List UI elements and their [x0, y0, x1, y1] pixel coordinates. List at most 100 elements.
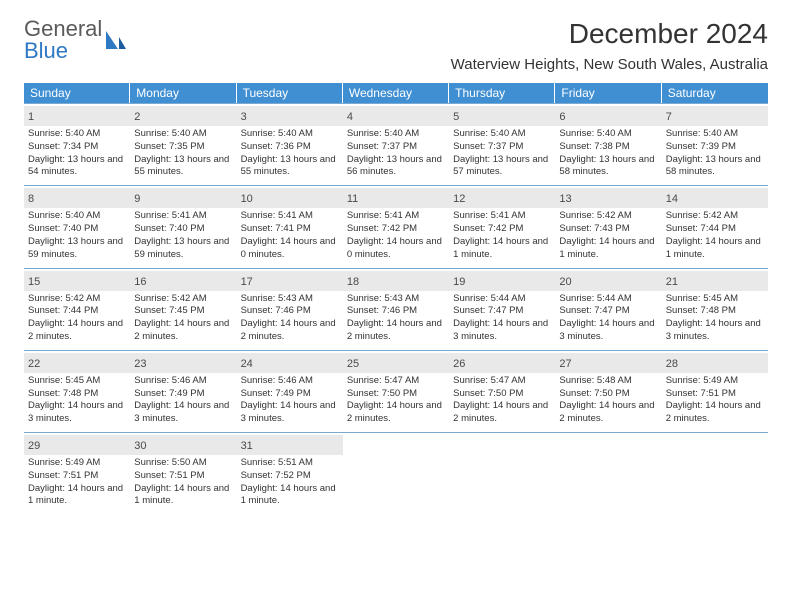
day-number-bar: 19 — [449, 271, 555, 291]
day-cell: 30Sunrise: 5:50 AMSunset: 7:51 PMDayligh… — [130, 432, 236, 514]
sunset-text: Sunset: 7:44 PM — [666, 223, 764, 236]
sunset-text: Sunset: 7:39 PM — [666, 141, 764, 154]
logo: General Blue — [24, 18, 128, 62]
day-number-bar: 7 — [662, 106, 768, 126]
day-cell: 2Sunrise: 5:40 AMSunset: 7:35 PMDaylight… — [130, 103, 236, 185]
day-cell: 3Sunrise: 5:40 AMSunset: 7:36 PMDaylight… — [237, 103, 343, 185]
sunrise-text: Sunrise: 5:41 AM — [347, 210, 445, 223]
sunrise-text: Sunrise: 5:46 AM — [241, 375, 339, 388]
daylight-text: Daylight: 14 hours and 1 minute. — [666, 236, 764, 262]
daylight-text: Daylight: 14 hours and 0 minutes. — [347, 236, 445, 262]
day-number: 24 — [241, 358, 253, 370]
sunrise-text: Sunrise: 5:44 AM — [453, 293, 551, 306]
day-number-bar: 31 — [237, 435, 343, 455]
day-number-bar: 20 — [555, 271, 661, 291]
sunrise-text: Sunrise: 5:41 AM — [241, 210, 339, 223]
sunrise-text: Sunrise: 5:40 AM — [28, 210, 126, 223]
day-number-bar: 5 — [449, 106, 555, 126]
sunrise-text: Sunrise: 5:42 AM — [666, 210, 764, 223]
day-cell: 24Sunrise: 5:46 AMSunset: 7:49 PMDayligh… — [237, 350, 343, 432]
day-number: 15 — [28, 276, 40, 288]
sunrise-text: Sunrise: 5:40 AM — [241, 128, 339, 141]
day-number-bar: 3 — [237, 106, 343, 126]
daylight-text: Daylight: 14 hours and 1 minute. — [134, 483, 232, 509]
daylight-text: Daylight: 14 hours and 1 minute. — [559, 236, 657, 262]
day-number-bar: 24 — [237, 353, 343, 373]
day-number-bar: 26 — [449, 353, 555, 373]
daylight-text: Daylight: 13 hours and 59 minutes. — [134, 236, 232, 262]
day-cell: 4Sunrise: 5:40 AMSunset: 7:37 PMDaylight… — [343, 103, 449, 185]
week-row: 8Sunrise: 5:40 AMSunset: 7:40 PMDaylight… — [24, 185, 768, 267]
day-number-bar: 14 — [662, 188, 768, 208]
sunset-text: Sunset: 7:38 PM — [559, 141, 657, 154]
sunset-text: Sunset: 7:40 PM — [134, 223, 232, 236]
daylight-text: Daylight: 14 hours and 3 minutes. — [134, 400, 232, 426]
weekday-header: Wednesday — [343, 83, 449, 103]
day-cell: 1Sunrise: 5:40 AMSunset: 7:34 PMDaylight… — [24, 103, 130, 185]
daylight-text: Daylight: 13 hours and 59 minutes. — [28, 236, 126, 262]
sunrise-text: Sunrise: 5:47 AM — [347, 375, 445, 388]
day-number-bar: 9 — [130, 188, 236, 208]
sunset-text: Sunset: 7:47 PM — [453, 305, 551, 318]
weekday-header: Tuesday — [237, 83, 343, 103]
day-number: 18 — [347, 276, 359, 288]
sunset-text: Sunset: 7:48 PM — [666, 305, 764, 318]
sunset-text: Sunset: 7:51 PM — [28, 470, 126, 483]
page-title: December 2024 — [451, 18, 768, 50]
day-number-bar: 21 — [662, 271, 768, 291]
sunrise-text: Sunrise: 5:40 AM — [666, 128, 764, 141]
day-number: 22 — [28, 358, 40, 370]
day-number-bar: 8 — [24, 188, 130, 208]
day-number: 25 — [347, 358, 359, 370]
sunrise-text: Sunrise: 5:48 AM — [559, 375, 657, 388]
weekday-header: Monday — [130, 83, 236, 103]
sunrise-text: Sunrise: 5:42 AM — [559, 210, 657, 223]
day-number: 5 — [453, 111, 459, 123]
day-number-bar: 25 — [343, 353, 449, 373]
sunrise-text: Sunrise: 5:43 AM — [347, 293, 445, 306]
daylight-text: Daylight: 13 hours and 56 minutes. — [347, 154, 445, 180]
day-cell: 23Sunrise: 5:46 AMSunset: 7:49 PMDayligh… — [130, 350, 236, 432]
sunset-text: Sunset: 7:41 PM — [241, 223, 339, 236]
week-row: 22Sunrise: 5:45 AMSunset: 7:48 PMDayligh… — [24, 350, 768, 432]
sunrise-text: Sunrise: 5:40 AM — [347, 128, 445, 141]
weekday-header: Friday — [555, 83, 661, 103]
day-number-bar: 28 — [662, 353, 768, 373]
logo-sail-icon — [104, 29, 128, 51]
week-row: 1Sunrise: 5:40 AMSunset: 7:34 PMDaylight… — [24, 103, 768, 185]
day-cell: 8Sunrise: 5:40 AMSunset: 7:40 PMDaylight… — [24, 185, 130, 267]
day-cell: 29Sunrise: 5:49 AMSunset: 7:51 PMDayligh… — [24, 432, 130, 514]
sunrise-text: Sunrise: 5:45 AM — [28, 375, 126, 388]
day-number: 21 — [666, 276, 678, 288]
sunrise-text: Sunrise: 5:51 AM — [241, 457, 339, 470]
day-cell: 22Sunrise: 5:45 AMSunset: 7:48 PMDayligh… — [24, 350, 130, 432]
day-cell: 27Sunrise: 5:48 AMSunset: 7:50 PMDayligh… — [555, 350, 661, 432]
day-number: 12 — [453, 193, 465, 205]
sunset-text: Sunset: 7:51 PM — [666, 388, 764, 401]
daylight-text: Daylight: 13 hours and 55 minutes. — [134, 154, 232, 180]
day-number: 19 — [453, 276, 465, 288]
empty-cell — [343, 432, 449, 514]
daylight-text: Daylight: 14 hours and 2 minutes. — [134, 318, 232, 344]
daylight-text: Daylight: 13 hours and 58 minutes. — [559, 154, 657, 180]
sunset-text: Sunset: 7:49 PM — [241, 388, 339, 401]
day-number: 9 — [134, 193, 140, 205]
day-number-bar: 22 — [24, 353, 130, 373]
day-number: 2 — [134, 111, 140, 123]
day-cell: 13Sunrise: 5:42 AMSunset: 7:43 PMDayligh… — [555, 185, 661, 267]
day-number: 28 — [666, 358, 678, 370]
day-number: 31 — [241, 440, 253, 452]
daylight-text: Daylight: 14 hours and 1 minute. — [241, 483, 339, 509]
sunset-text: Sunset: 7:35 PM — [134, 141, 232, 154]
daylight-text: Daylight: 13 hours and 58 minutes. — [666, 154, 764, 180]
day-cell: 5Sunrise: 5:40 AMSunset: 7:37 PMDaylight… — [449, 103, 555, 185]
day-number-bar: 18 — [343, 271, 449, 291]
day-cell: 12Sunrise: 5:41 AMSunset: 7:42 PMDayligh… — [449, 185, 555, 267]
header: General Blue December 2024 Waterview Hei… — [24, 18, 768, 73]
day-number-bar: 12 — [449, 188, 555, 208]
sunset-text: Sunset: 7:42 PM — [347, 223, 445, 236]
daylight-text: Daylight: 14 hours and 3 minutes. — [453, 318, 551, 344]
day-cell: 15Sunrise: 5:42 AMSunset: 7:44 PMDayligh… — [24, 268, 130, 350]
day-number: 14 — [666, 193, 678, 205]
day-number: 27 — [559, 358, 571, 370]
